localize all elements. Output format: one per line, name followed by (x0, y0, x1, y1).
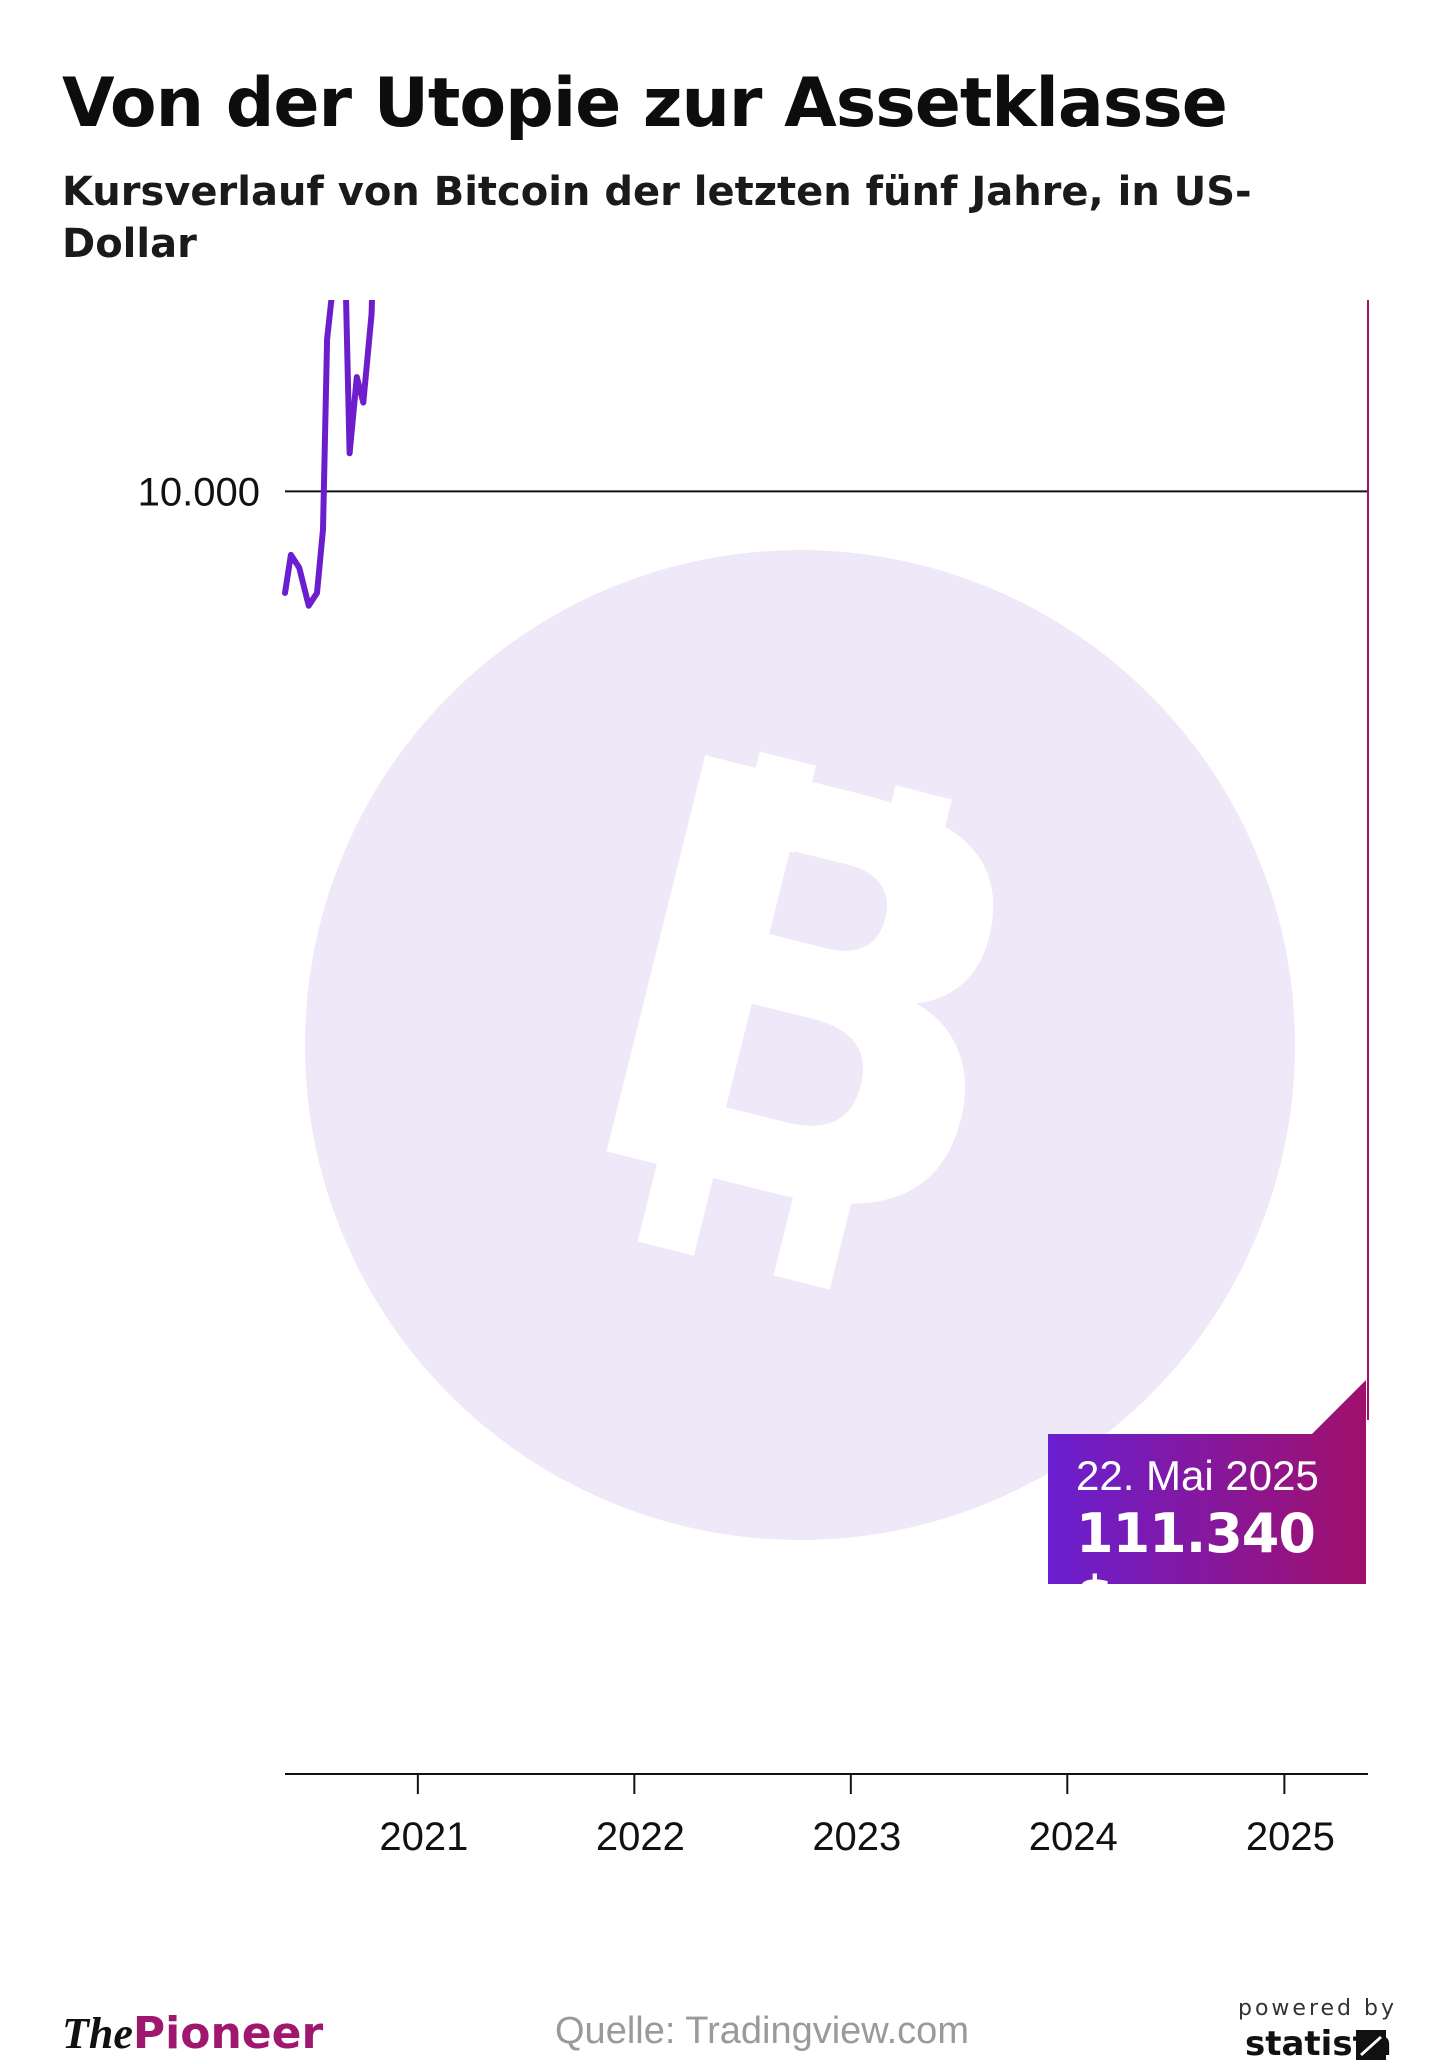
statista-mark-icon (1356, 2030, 1386, 2060)
latest-price-callout: 22. Mai 2025 111.340 $ (1048, 1380, 1366, 1628)
y-axis: 120.000$110.000100.00090.00080.00070.000… (138, 470, 260, 514)
x-axis: 2021 2022 2023 2024 2025 (379, 1774, 1335, 1859)
callout-date: 22. Mai 2025 (1076, 1452, 1319, 1499)
chart-subtitle: Kursverlauf von Bitcoin der letzten fünf… (62, 169, 1252, 267)
bitcoin-price-chart: B 120.000$110.000100.00090.00080.00070.0… (138, 300, 1369, 1859)
logo-the: The (62, 2009, 133, 2058)
the-pioneer-logo: ThePioneer (62, 2008, 323, 2059)
source-note: Quelle: Tradingview.com (555, 2010, 969, 2052)
x-tick-label: 2025 (1246, 1815, 1335, 1859)
chart-title: Von der Utopie zur Assetklasse (62, 64, 1228, 143)
x-tick-label: 2022 (596, 1815, 685, 1859)
powered-by-label: powered by (1238, 1996, 1397, 2021)
logo-pioneer: Pioneer (132, 2008, 324, 2059)
y-tick-label: 10.000 (138, 470, 260, 514)
callout-value: 111.340 $ (1076, 1502, 1316, 1628)
grid-lines (285, 490, 1368, 493)
x-tick-label: 2024 (1029, 1815, 1118, 1859)
x-tick-label: 2021 (379, 1815, 468, 1859)
bitcoin-watermark-icon: B (305, 550, 1295, 1540)
x-tick-label: 2023 (812, 1815, 901, 1859)
callout-background (1048, 1380, 1366, 1584)
